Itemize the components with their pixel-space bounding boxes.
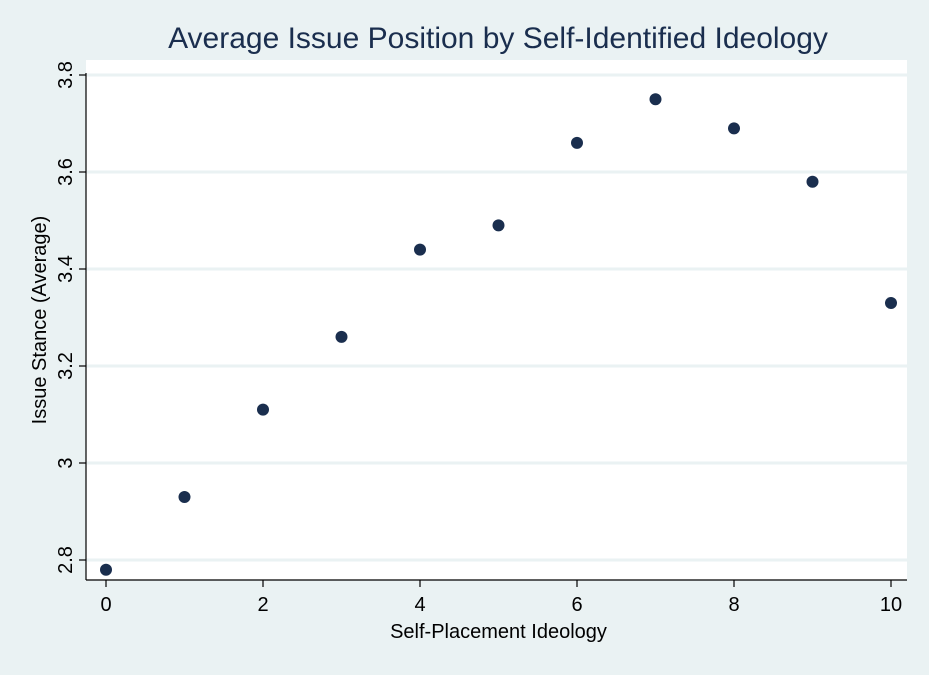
- y-axis-label: Issue Stance (Average): [29, 216, 51, 425]
- data-point-10: [885, 296, 897, 309]
- x-tick-label-3: 6: [571, 594, 582, 616]
- data-point-3: [335, 330, 348, 343]
- x-tick-label-2: 4: [414, 594, 425, 616]
- data-point-1: [178, 490, 191, 503]
- x-axis-label: Self-Placement Ideology: [390, 621, 607, 643]
- data-point-6: [571, 136, 583, 149]
- y-tick-label-2: 3.2: [55, 352, 77, 380]
- plot-area: [86, 60, 907, 580]
- x-tick-label-5: 10: [880, 594, 902, 616]
- x-tick-label-0: 0: [100, 594, 111, 616]
- y-tick-label-5: 3.8: [55, 61, 77, 89]
- gridlines: [86, 73, 907, 562]
- data-point-8: [728, 122, 740, 135]
- x-tick-label-1: 2: [257, 594, 268, 616]
- y-tick-label-3: 3.4: [55, 255, 77, 283]
- chart-title: Average Issue Position by Self-Identifie…: [168, 22, 828, 55]
- y-tick-label-1: 3: [55, 457, 77, 468]
- data-point-9: [806, 175, 819, 188]
- data-points: [100, 93, 897, 576]
- y-tick-label-0: 2.8: [55, 546, 77, 574]
- data-point-7: [649, 93, 662, 106]
- y-tick-label-4: 3.6: [55, 158, 77, 186]
- data-point-2: [257, 403, 269, 416]
- axes: 0 2 4 6 8 10 2.8 3 3.2 3.4 3.6 3.8: [55, 61, 907, 616]
- data-point-0: [100, 563, 112, 576]
- data-point-5: [492, 219, 505, 232]
- data-point-4: [414, 243, 426, 256]
- x-tick-label-4: 8: [728, 594, 739, 616]
